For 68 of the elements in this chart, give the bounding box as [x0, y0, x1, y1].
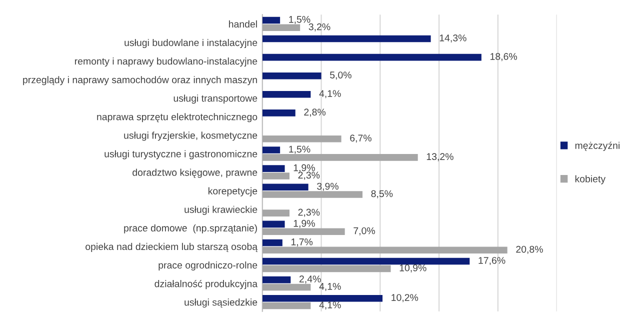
y-tick-label: handel — [229, 20, 257, 28]
y-tick-label: działalność produkcyjna — [154, 280, 258, 290]
data-label: 17,6% — [478, 256, 506, 266]
bar — [262, 265, 391, 272]
y-tick-label: usługi sąsiedzkie — [184, 298, 258, 308]
data-label: 10,2% — [392, 294, 418, 302]
y-tick-label: doradztwo księgowe, prawne — [132, 168, 258, 178]
data-label: 2,3% — [298, 172, 320, 180]
bar — [262, 154, 418, 161]
bar — [262, 258, 470, 265]
data-label: 4,1% — [319, 282, 341, 291]
data-label: 1,5% — [289, 16, 310, 24]
data-label: 3,2% — [308, 23, 330, 32]
bar — [262, 72, 322, 80]
bar — [262, 294, 383, 302]
y-tick-label: prace ogrodniczo-rolne — [158, 261, 258, 271]
legend-label: mężczyźni — [575, 142, 620, 151]
data-label: 2,4% — [299, 276, 321, 284]
data-label: 4,1% — [319, 90, 341, 98]
bar — [262, 16, 280, 24]
data-label: 1,7% — [291, 238, 313, 246]
data-label: 2,8% — [304, 108, 326, 117]
bar — [262, 302, 311, 310]
bar — [262, 210, 290, 216]
bar — [262, 146, 280, 154]
bar — [262, 35, 431, 42]
bar — [262, 165, 285, 172]
data-label: 14,3% — [440, 34, 466, 43]
data-label: 13,2% — [426, 153, 454, 162]
data-label: 5,0% — [330, 72, 352, 80]
data-label: 4,1% — [319, 302, 341, 310]
y-tick-label: usługi transportowe — [174, 94, 258, 104]
y-tick-label: prace domowe (np.sprzątanie) — [124, 224, 257, 234]
data-label: 1,9% — [294, 164, 315, 172]
y-tick-label: usługi turystyczne i gastronomiczne — [104, 150, 258, 160]
data-label: 6,7% — [350, 134, 372, 143]
y-tick-label: usługi budowlane i instalacyjne — [124, 38, 258, 48]
bar — [262, 228, 345, 236]
bar — [262, 191, 362, 198]
bar — [262, 54, 482, 61]
y-tick-label: naprawa sprzętu elektrotechnicznego — [97, 113, 258, 122]
data-label: 18,6% — [490, 53, 517, 62]
bar — [262, 246, 508, 254]
data-label: 20,8% — [516, 246, 543, 254]
bar — [262, 135, 342, 142]
bar — [262, 220, 285, 228]
bar — [262, 110, 296, 116]
y-tick-label: usługi krawieckie — [184, 206, 258, 215]
bar — [262, 276, 291, 284]
bar — [262, 239, 282, 246]
y-tick-label: usługi fryzjerskie, kosmetyczne — [124, 132, 258, 141]
bar — [262, 184, 308, 191]
y-tick-label: remonty i naprawy budowlano-instalacyjne — [75, 58, 258, 67]
bar — [262, 90, 311, 98]
data-label: 2,3% — [298, 208, 320, 217]
y-tick-label: korepetycje — [208, 187, 258, 196]
data-label: 1,9% — [294, 220, 315, 228]
bar — [262, 24, 300, 32]
data-label: 1,5% — [289, 146, 310, 154]
data-label: 3,9% — [317, 182, 338, 191]
y-tick-label: opieka nad dzieckiem lub starszą osobą — [86, 242, 258, 252]
legend-label: kobiety — [575, 175, 606, 184]
data-label: 8,5% — [371, 190, 393, 198]
bar — [262, 284, 311, 291]
data-label: 10,9% — [400, 264, 426, 272]
y-tick-label: przeglądy i naprawy samochodów oraz innych maszyn — [23, 76, 257, 86]
bar — [262, 172, 290, 180]
data-label: 7,0% — [354, 227, 375, 236]
